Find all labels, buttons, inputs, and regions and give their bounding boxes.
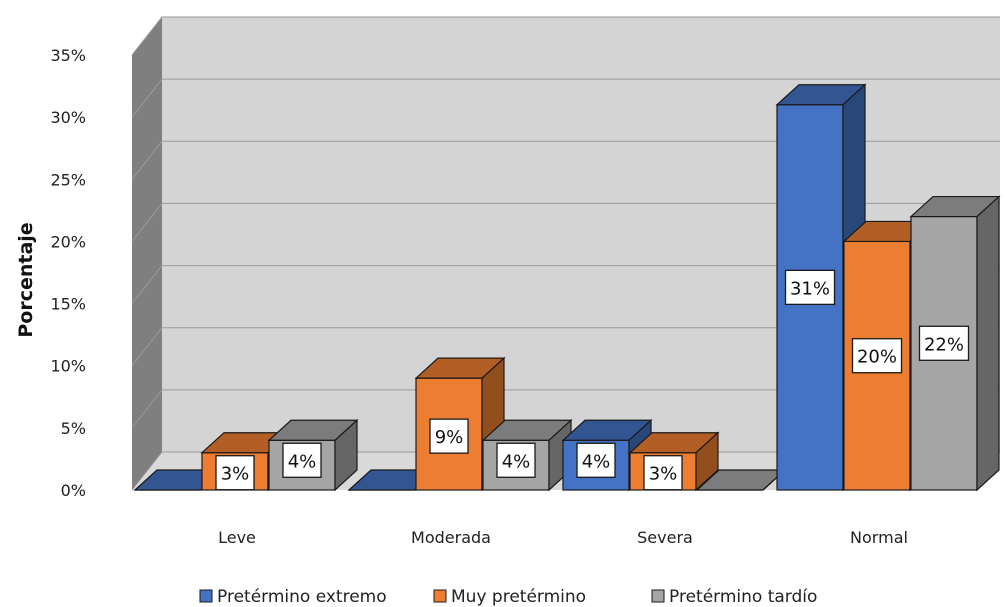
gridline bbox=[131, 389, 1000, 429]
data-label-box bbox=[215, 455, 255, 491]
y-tick-label: 25% bbox=[50, 170, 86, 189]
y-tick-label: 20% bbox=[50, 232, 86, 251]
y-tick-label: 15% bbox=[50, 295, 86, 314]
y-tick-label: 30% bbox=[50, 108, 86, 127]
x-tick-label: Normal bbox=[850, 528, 908, 547]
data-label-box bbox=[918, 325, 970, 361]
y-axis-ticks: 0% 5% 10% 15% 20% 25% 30% 35% bbox=[50, 46, 86, 500]
gridline bbox=[131, 16, 1000, 56]
data-label: 3% bbox=[649, 464, 678, 485]
data-label-box bbox=[576, 442, 616, 478]
data-label-box bbox=[784, 269, 836, 306]
bar: 9% bbox=[414, 356, 506, 492]
x-tick-label: Leve bbox=[218, 528, 256, 547]
legend-label: Muy pretérmino bbox=[451, 587, 586, 607]
legend-swatch bbox=[199, 589, 213, 603]
bar-side bbox=[695, 431, 719, 492]
y-tick-label: 10% bbox=[50, 357, 86, 376]
bar: 4% bbox=[481, 418, 573, 492]
legend-item: Pretérmino extremo bbox=[199, 587, 387, 607]
bars: 3% 4% 9% 4% 4% 3% 31% 20% 22% bbox=[133, 83, 1001, 492]
legend-swatch bbox=[651, 589, 665, 603]
data-label-box bbox=[496, 442, 536, 478]
bar: 22% bbox=[909, 195, 1001, 492]
data-label: 31% bbox=[790, 278, 830, 299]
legend-label: Pretérmino extremo bbox=[217, 587, 387, 607]
data-label-box bbox=[282, 442, 322, 478]
gridline bbox=[131, 451, 1000, 491]
data-label: 22% bbox=[924, 334, 964, 355]
data-label: 20% bbox=[857, 347, 897, 368]
gridlines bbox=[131, 16, 1000, 491]
data-label: 4% bbox=[582, 451, 611, 472]
y-axis-label: Porcentaje bbox=[15, 222, 37, 337]
y-tick-label: 0% bbox=[61, 481, 86, 500]
bar: 3% bbox=[628, 431, 720, 492]
gridline bbox=[131, 327, 1000, 367]
gridline bbox=[131, 78, 1000, 118]
legend-item: Pretérmino tardío bbox=[651, 587, 817, 607]
gridline bbox=[131, 140, 1000, 180]
legend-item: Muy pretérmino bbox=[433, 587, 586, 607]
data-label: 4% bbox=[288, 451, 317, 472]
x-tick-label: Severa bbox=[637, 528, 693, 547]
x-axis-ticks: Leve Moderada Severa Normal bbox=[218, 528, 908, 547]
data-label: 4% bbox=[502, 451, 531, 472]
data-label-box bbox=[851, 338, 903, 374]
data-label-box bbox=[429, 418, 469, 454]
bar-side bbox=[976, 195, 1000, 492]
data-label-box bbox=[643, 455, 683, 491]
y-tick-label: 5% bbox=[61, 419, 86, 438]
side-wall bbox=[132, 17, 162, 490]
legend-label: Pretérmino tardío bbox=[669, 587, 817, 607]
x-tick-label: Moderada bbox=[411, 528, 491, 547]
bar: 4% bbox=[267, 418, 359, 492]
gridline bbox=[131, 202, 1000, 242]
bar-side bbox=[334, 418, 358, 492]
y-tick-label: 35% bbox=[50, 46, 86, 65]
legend: Pretérmino extremo Muy pretérmino Pretérmi… bbox=[199, 587, 817, 607]
legend-swatch bbox=[433, 589, 447, 603]
gridline bbox=[131, 265, 1000, 304]
data-label: 9% bbox=[435, 427, 464, 448]
data-label: 3% bbox=[221, 464, 250, 485]
